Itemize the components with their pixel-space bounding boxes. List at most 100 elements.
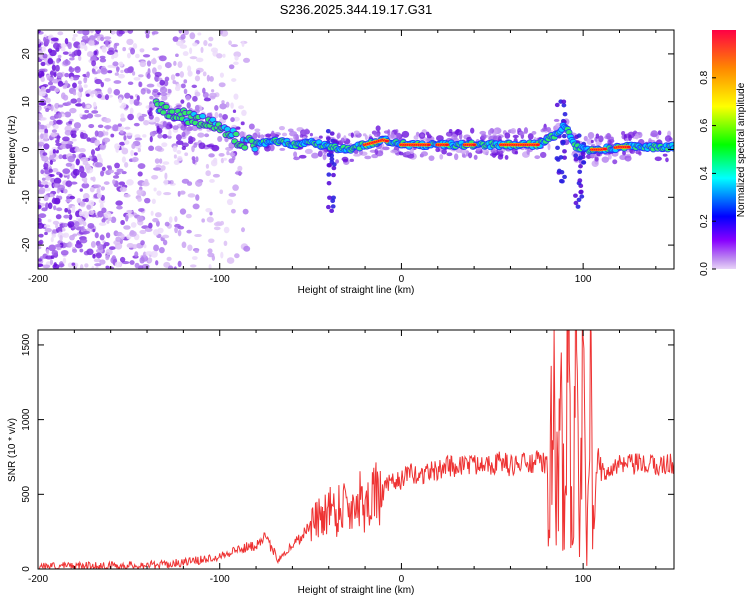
heatmap-cell [77,30,84,34]
heatmap-cell [146,89,151,94]
heatmap-cell [90,176,94,181]
heatmap-cell [420,133,425,138]
heatmap-cell [230,44,238,48]
heatmap-cell [336,132,341,139]
heatmap-cell [65,180,73,187]
heatmap-cell [152,217,159,223]
heatmap-cell [209,76,214,82]
heatmap-cell [107,70,113,74]
heatmap-cell [293,151,298,158]
heatmap-cell [573,200,579,206]
heatmap-cell [53,205,57,211]
colorbar-label: Normalized spectral amplitude [736,82,747,217]
heatmap-cell [562,174,567,180]
heatmap-cell [233,51,242,58]
heatmap-cell [577,178,583,183]
heatmap-cell [161,234,170,239]
heatmap-ytick-label: 20 [21,48,32,60]
heatmap-cell [47,58,54,65]
heatmap-cell [96,69,101,74]
heatmap-cell [601,156,609,163]
heatmap-cell [79,248,84,253]
heatmap-cell [76,97,82,103]
heatmap-cell [115,200,123,206]
heatmap-cell [72,248,78,253]
heatmap-cell [628,134,632,141]
heatmap-cell [219,103,227,110]
heatmap-cell [176,149,182,155]
heatmap-cell [578,164,583,169]
heatmap-cell [121,156,126,163]
heatmap-cell [51,129,58,133]
heatmap-cell [81,176,88,182]
heatmap-cell [44,202,49,209]
heatmap-cell [100,186,106,191]
heatmap-cell [149,131,156,137]
heatmap-cell [594,156,599,162]
heatmap-cell [123,139,130,145]
heatmap-cell [326,163,332,168]
heatmap-cell [96,35,101,41]
heatmap-cell [576,197,582,202]
heatmap-cell [228,40,232,46]
heatmap-cell [114,261,122,268]
heatmap-cell [226,150,230,156]
heatmap-cell [106,165,110,169]
heatmap-cell [147,68,151,75]
heatmap-cell [167,265,174,269]
ridge-mid [231,139,238,144]
heatmap-cell [330,204,336,209]
heatmap-cell [281,132,288,137]
ridge-mid [252,147,258,152]
heatmap-cell [62,257,67,264]
heatmap-cell [42,46,46,52]
heatmap-cell [139,229,147,235]
heatmap-cell [86,104,91,109]
heatmap-cell [126,179,134,186]
heatmap-cell [56,134,61,141]
heatmap-cell [62,51,69,55]
heatmap-cell [38,141,45,147]
heatmap-cell [82,192,90,200]
heatmap-cell [105,254,110,261]
heatmap-cell [104,94,109,101]
heatmap-cell [54,197,61,205]
heatmap-cell [453,153,459,161]
heatmap-cell [204,133,210,138]
heatmap-cell [326,204,331,210]
heatmap-cell [194,91,201,97]
heatmap-cell [117,73,125,79]
heatmap-cell [166,256,172,262]
heatmap-cell [174,226,178,234]
heatmap-cell [38,50,43,54]
heatmap-cell [138,115,145,122]
heatmap-cell [197,132,205,138]
heatmap-cell [103,181,110,185]
ridge-mid [210,117,216,123]
heatmap-cell [66,195,70,200]
heatmap-x-label: Height of straight line (km) [298,285,415,296]
heatmap-cell [87,89,92,93]
heatmap-cell [112,179,116,185]
heatmap-cell [279,147,286,151]
heatmap-cell [43,162,49,169]
heatmap-cell [545,126,551,132]
heatmap-cell [65,162,73,167]
heatmap-cell [201,218,205,223]
heatmap-cell [79,201,86,208]
heatmap-cell [94,139,100,147]
heatmap-cell [221,100,225,104]
heatmap-cell [95,30,102,35]
heatmap-cell [48,120,54,126]
heatmap-cell [38,102,47,106]
ridge-mid [160,110,167,115]
heatmap-cell [468,152,473,159]
heatmap-cell [67,209,72,215]
heatmap-cell [390,131,395,139]
heatmap-cell [71,138,77,142]
heatmap-cell [194,233,202,238]
heatmap-cell [177,229,182,237]
heatmap-cell [38,73,42,79]
heatmap-cell [67,241,72,248]
